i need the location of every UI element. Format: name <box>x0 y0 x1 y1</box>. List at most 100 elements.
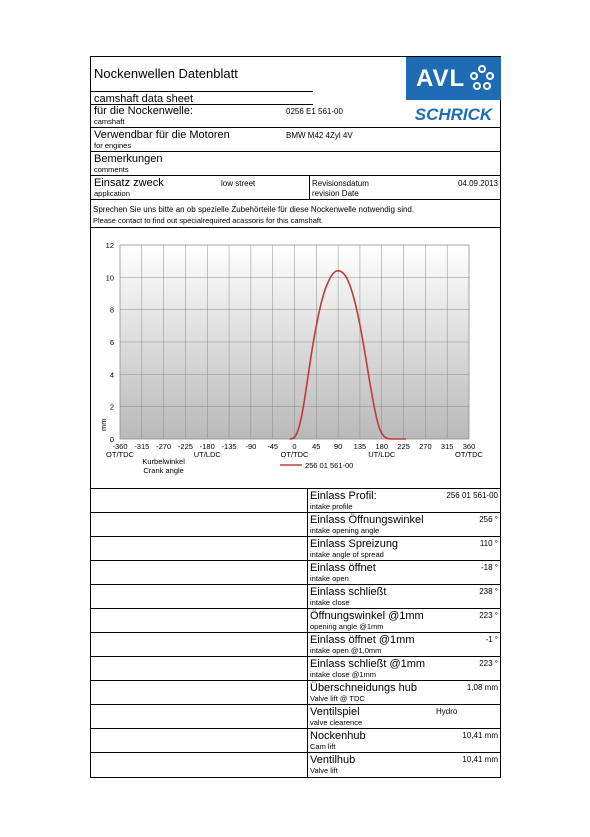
spec-value: 256 ° <box>479 515 498 524</box>
data-sheet: Nockenwellen Datenblatt camshaft data sh… <box>90 56 501 778</box>
application-value: low street <box>221 179 256 188</box>
x-tick-label: 45 <box>312 442 320 451</box>
revision-label-en: revision Date <box>312 189 359 198</box>
y-axis-label: mm <box>99 419 108 432</box>
application-label: Einsatz zweck <box>94 177 164 189</box>
spec-value: 10,41 mm <box>462 731 498 740</box>
revision-value: 04.09.2013 <box>457 179 498 188</box>
x-axis-label-de: Kurbelwinkel <box>142 457 185 466</box>
spec-label-en: Cam lift <box>310 742 336 751</box>
comments-label-en: comments <box>94 165 129 174</box>
x-tick-label: -270 <box>156 442 171 451</box>
spec-label: Öffnungswinkel @1mm <box>310 610 424 622</box>
x-tick-label: -180 <box>200 442 215 451</box>
x-tick-label: -225 <box>178 442 193 451</box>
spec-value: 223 ° <box>479 659 498 668</box>
x-axis-label-en: Crank angle <box>143 466 183 475</box>
spec-value: 10,41 mm <box>462 755 498 764</box>
spec-empty-cell <box>91 608 307 632</box>
spec-label-en: intake close @1mm <box>310 670 376 679</box>
spec-label: Überschneidungs hub <box>310 682 418 694</box>
spec-label: Einlass schließt <box>310 586 387 598</box>
spec-value: -18 ° <box>481 563 498 572</box>
spec-label-en: intake open <box>310 574 349 583</box>
x-tick-label: 360 <box>463 442 476 451</box>
spec-label-en: Valve lift @ TDC <box>310 694 365 703</box>
spec-empty-cell <box>91 656 307 680</box>
legend-entry: 256 01 561-00 <box>305 461 353 470</box>
y-tick-label: 8 <box>110 306 114 315</box>
x-sub-label: OT/TDC <box>455 450 483 459</box>
sheet-title: Nockenwellen Datenblatt <box>94 66 238 81</box>
y-tick-label: 6 <box>110 338 114 347</box>
x-tick-label: 270 <box>419 442 432 451</box>
y-tick-label: 0 <box>110 435 114 444</box>
spec-empty-cell <box>91 488 307 512</box>
spec-empty-cell <box>91 704 307 728</box>
logo-avl-text: AVL <box>416 65 466 92</box>
camshaft-value: 0256 E1 561-00 <box>286 107 343 116</box>
spec-label-en: intake open @1,0mm <box>310 646 382 655</box>
spec-empty-cell <box>91 584 307 608</box>
spec-label-en: intake opening angle <box>310 526 380 535</box>
x-sub-label: UT/LDC <box>194 450 222 459</box>
spec-empty-cell <box>91 728 307 752</box>
y-tick-label: 4 <box>110 370 114 379</box>
x-tick-label: 315 <box>441 442 454 451</box>
spec-value: 223 ° <box>479 611 498 620</box>
spec-label: Einlass Spreizung <box>310 538 399 550</box>
x-tick-label: 180 <box>375 442 388 451</box>
x-tick-label: -135 <box>222 442 237 451</box>
spec-empty-cell <box>91 512 307 536</box>
x-tick-label: -315 <box>134 442 149 451</box>
spec-value: 110 ° <box>479 539 498 548</box>
spec-label: Einlass öffnet <box>310 562 376 574</box>
spec-label: Einlass Öffnungswinkel <box>310 514 424 526</box>
notice-line-de: Sprechen Sie uns bitte an ob spezielle Z… <box>93 205 415 214</box>
spec-label: Nockenhub <box>310 730 366 742</box>
camshaft-label: für die Nockenwelle: <box>94 105 194 117</box>
x-tick-label: 225 <box>397 442 410 451</box>
engines-label: Verwendbar für die Motoren <box>94 129 230 141</box>
spec-label: Einlass schließt @1mm <box>310 658 426 670</box>
y-tick-label: 12 <box>106 241 114 250</box>
spec-label-en: intake angle of spread <box>310 550 384 559</box>
spec-label-en: Valve lift <box>310 766 338 775</box>
logo-schrick-text: SCHRICK <box>414 105 493 124</box>
spec-empty-cell <box>91 752 307 776</box>
sheet-subtitle: camshaft data sheet <box>94 93 194 105</box>
spec-label-en: intake profile <box>310 502 353 511</box>
engines-value: BMW M42 4Zyl 4V <box>286 131 353 140</box>
x-sub-label: OT/TDC <box>106 450 134 459</box>
spec-label: Ventilspiel <box>310 706 360 718</box>
x-tick-label: 90 <box>334 442 342 451</box>
x-tick-label: -45 <box>267 442 278 451</box>
spec-value: -1 ° <box>485 635 498 644</box>
engines-label-en: for engines <box>94 141 132 150</box>
x-sub-label: UT/LDC <box>368 450 396 459</box>
spec-label-en: intake close <box>310 598 350 607</box>
spec-label: Einlass öffnet @1mm <box>310 634 415 646</box>
comments-label: Bemerkungen <box>94 153 163 165</box>
application-label-en: application <box>94 189 130 198</box>
spec-label-en: opening angle @1mm <box>310 622 384 631</box>
spec-empty-cell <box>91 632 307 656</box>
x-sub-label: OT/TDC <box>281 450 309 459</box>
lift-chart: -360 -315 -270 -225 -180 -135 -90 -45 0 45 90 135 18… <box>99 241 484 475</box>
spec-label: Einlass Profil: <box>310 490 377 502</box>
x-tick-label: -90 <box>245 442 256 451</box>
x-tick-label: -360 <box>112 442 127 451</box>
spec-value: Hydro <box>436 707 458 716</box>
spec-empty-cell <box>91 680 307 704</box>
x-tick-label: 135 <box>354 442 367 451</box>
spec-label-en: valve clearence <box>310 718 363 727</box>
spec-label: Ventilhub <box>310 754 356 766</box>
y-tick-label: 10 <box>106 273 114 282</box>
company-logo: AVL SCHRICK <box>406 57 501 127</box>
x-tick-label: 0 <box>292 442 296 451</box>
y-tick-label: 2 <box>110 403 114 412</box>
notice-line-en: Please contact to find out specialrequir… <box>93 216 324 225</box>
spec-value: 1,08 mm <box>466 683 498 692</box>
camshaft-label-en: camshaft <box>94 117 125 126</box>
series-line-256-01-561-00 <box>289 269 406 440</box>
